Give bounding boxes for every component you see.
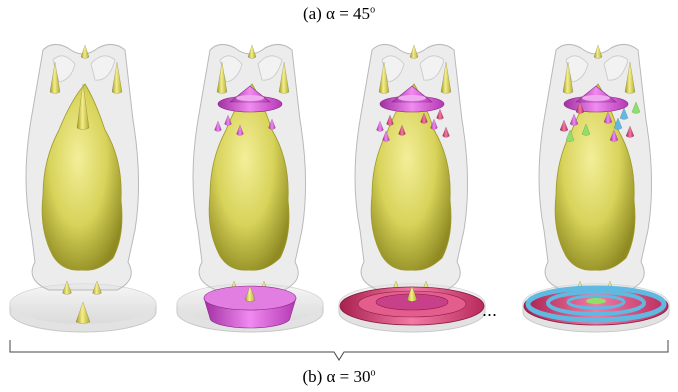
yellow-body — [554, 83, 636, 271]
cyan-ring-outer — [525, 285, 667, 323]
shell-arch-left — [381, 55, 405, 83]
cone-top — [80, 44, 90, 59]
shell-arch-right — [257, 55, 283, 81]
floater-magenta — [224, 114, 232, 126]
green-core — [586, 298, 606, 304]
yellow-body — [41, 83, 123, 271]
figure-stage-2 — [176, 44, 324, 333]
floater-mixed — [631, 101, 641, 114]
floater-mixed — [575, 101, 585, 114]
cyan-ring-inner — [566, 294, 626, 310]
floater-crimson — [430, 118, 438, 130]
magenta-cap-band — [236, 95, 264, 101]
floater-mixed — [559, 119, 569, 132]
shell-arch-right — [603, 55, 629, 81]
cyan-ring-middle — [546, 290, 646, 316]
cone-upper-left — [562, 61, 574, 94]
cone-upper-right — [278, 61, 290, 94]
cone-base-right — [92, 280, 102, 295]
shell-arch-left — [565, 55, 589, 83]
yellow-body — [208, 83, 290, 271]
caption-bottom-text: (b) α = 30 — [302, 367, 371, 386]
floater-crimson — [436, 108, 444, 120]
caption-top-degree: o — [370, 4, 376, 16]
floater-mixed — [625, 125, 635, 138]
floater-magenta — [214, 120, 222, 132]
cone-upper-right — [440, 61, 452, 94]
floater-crimson — [386, 114, 394, 126]
cone-base-left — [62, 280, 72, 295]
figure-stage-1 — [9, 44, 157, 333]
cone-apex — [76, 83, 90, 130]
figures-layer — [9, 44, 670, 333]
cone-upper-right — [624, 61, 636, 94]
shell-arch-right — [419, 55, 445, 81]
floater-mixed — [565, 129, 575, 142]
cone-ring-center — [406, 285, 418, 302]
floater-crimson — [382, 130, 390, 142]
shell-arch-right — [90, 55, 116, 81]
floater-crimson — [442, 126, 450, 138]
cone-top — [409, 44, 419, 59]
floater-crimson — [398, 124, 406, 136]
caption-top-text: (a) α = 45 — [302, 4, 371, 23]
floater-mixed — [613, 117, 623, 130]
shell-arch-left — [52, 55, 76, 83]
floater-magenta — [236, 124, 244, 136]
caption-bottom-degree: o — [370, 367, 376, 379]
caption-bottom: (b) α = 30o — [0, 367, 678, 387]
shell-arch-left — [219, 55, 243, 83]
cone-upper-right — [111, 61, 123, 94]
cone-ring-center — [244, 285, 256, 302]
figure-stage-final — [522, 44, 670, 333]
cone-top — [247, 44, 257, 59]
floater-crimson — [376, 120, 384, 132]
floater-mixed — [569, 113, 579, 126]
cone-upper-left — [378, 61, 390, 94]
cone-base-front — [75, 301, 91, 324]
floater-mixed — [581, 123, 591, 136]
floater-mixed — [609, 129, 619, 142]
bottom-brace — [9, 340, 669, 361]
figure-stage-3 — [338, 44, 486, 333]
cone-upper-left — [49, 61, 61, 94]
ellipsis-sequence: ... — [482, 300, 498, 320]
floater-mixed — [603, 111, 613, 124]
magenta-cap-band — [582, 95, 610, 101]
cone-top — [593, 44, 603, 59]
floater-crimson — [420, 112, 428, 124]
cone-upper-left — [216, 61, 228, 94]
yellow-body — [370, 83, 452, 271]
floater-mixed — [619, 107, 629, 120]
caption-top: (a) α = 45o — [0, 4, 678, 24]
magenta-cap-band — [398, 95, 426, 101]
floater-magenta — [268, 118, 276, 130]
